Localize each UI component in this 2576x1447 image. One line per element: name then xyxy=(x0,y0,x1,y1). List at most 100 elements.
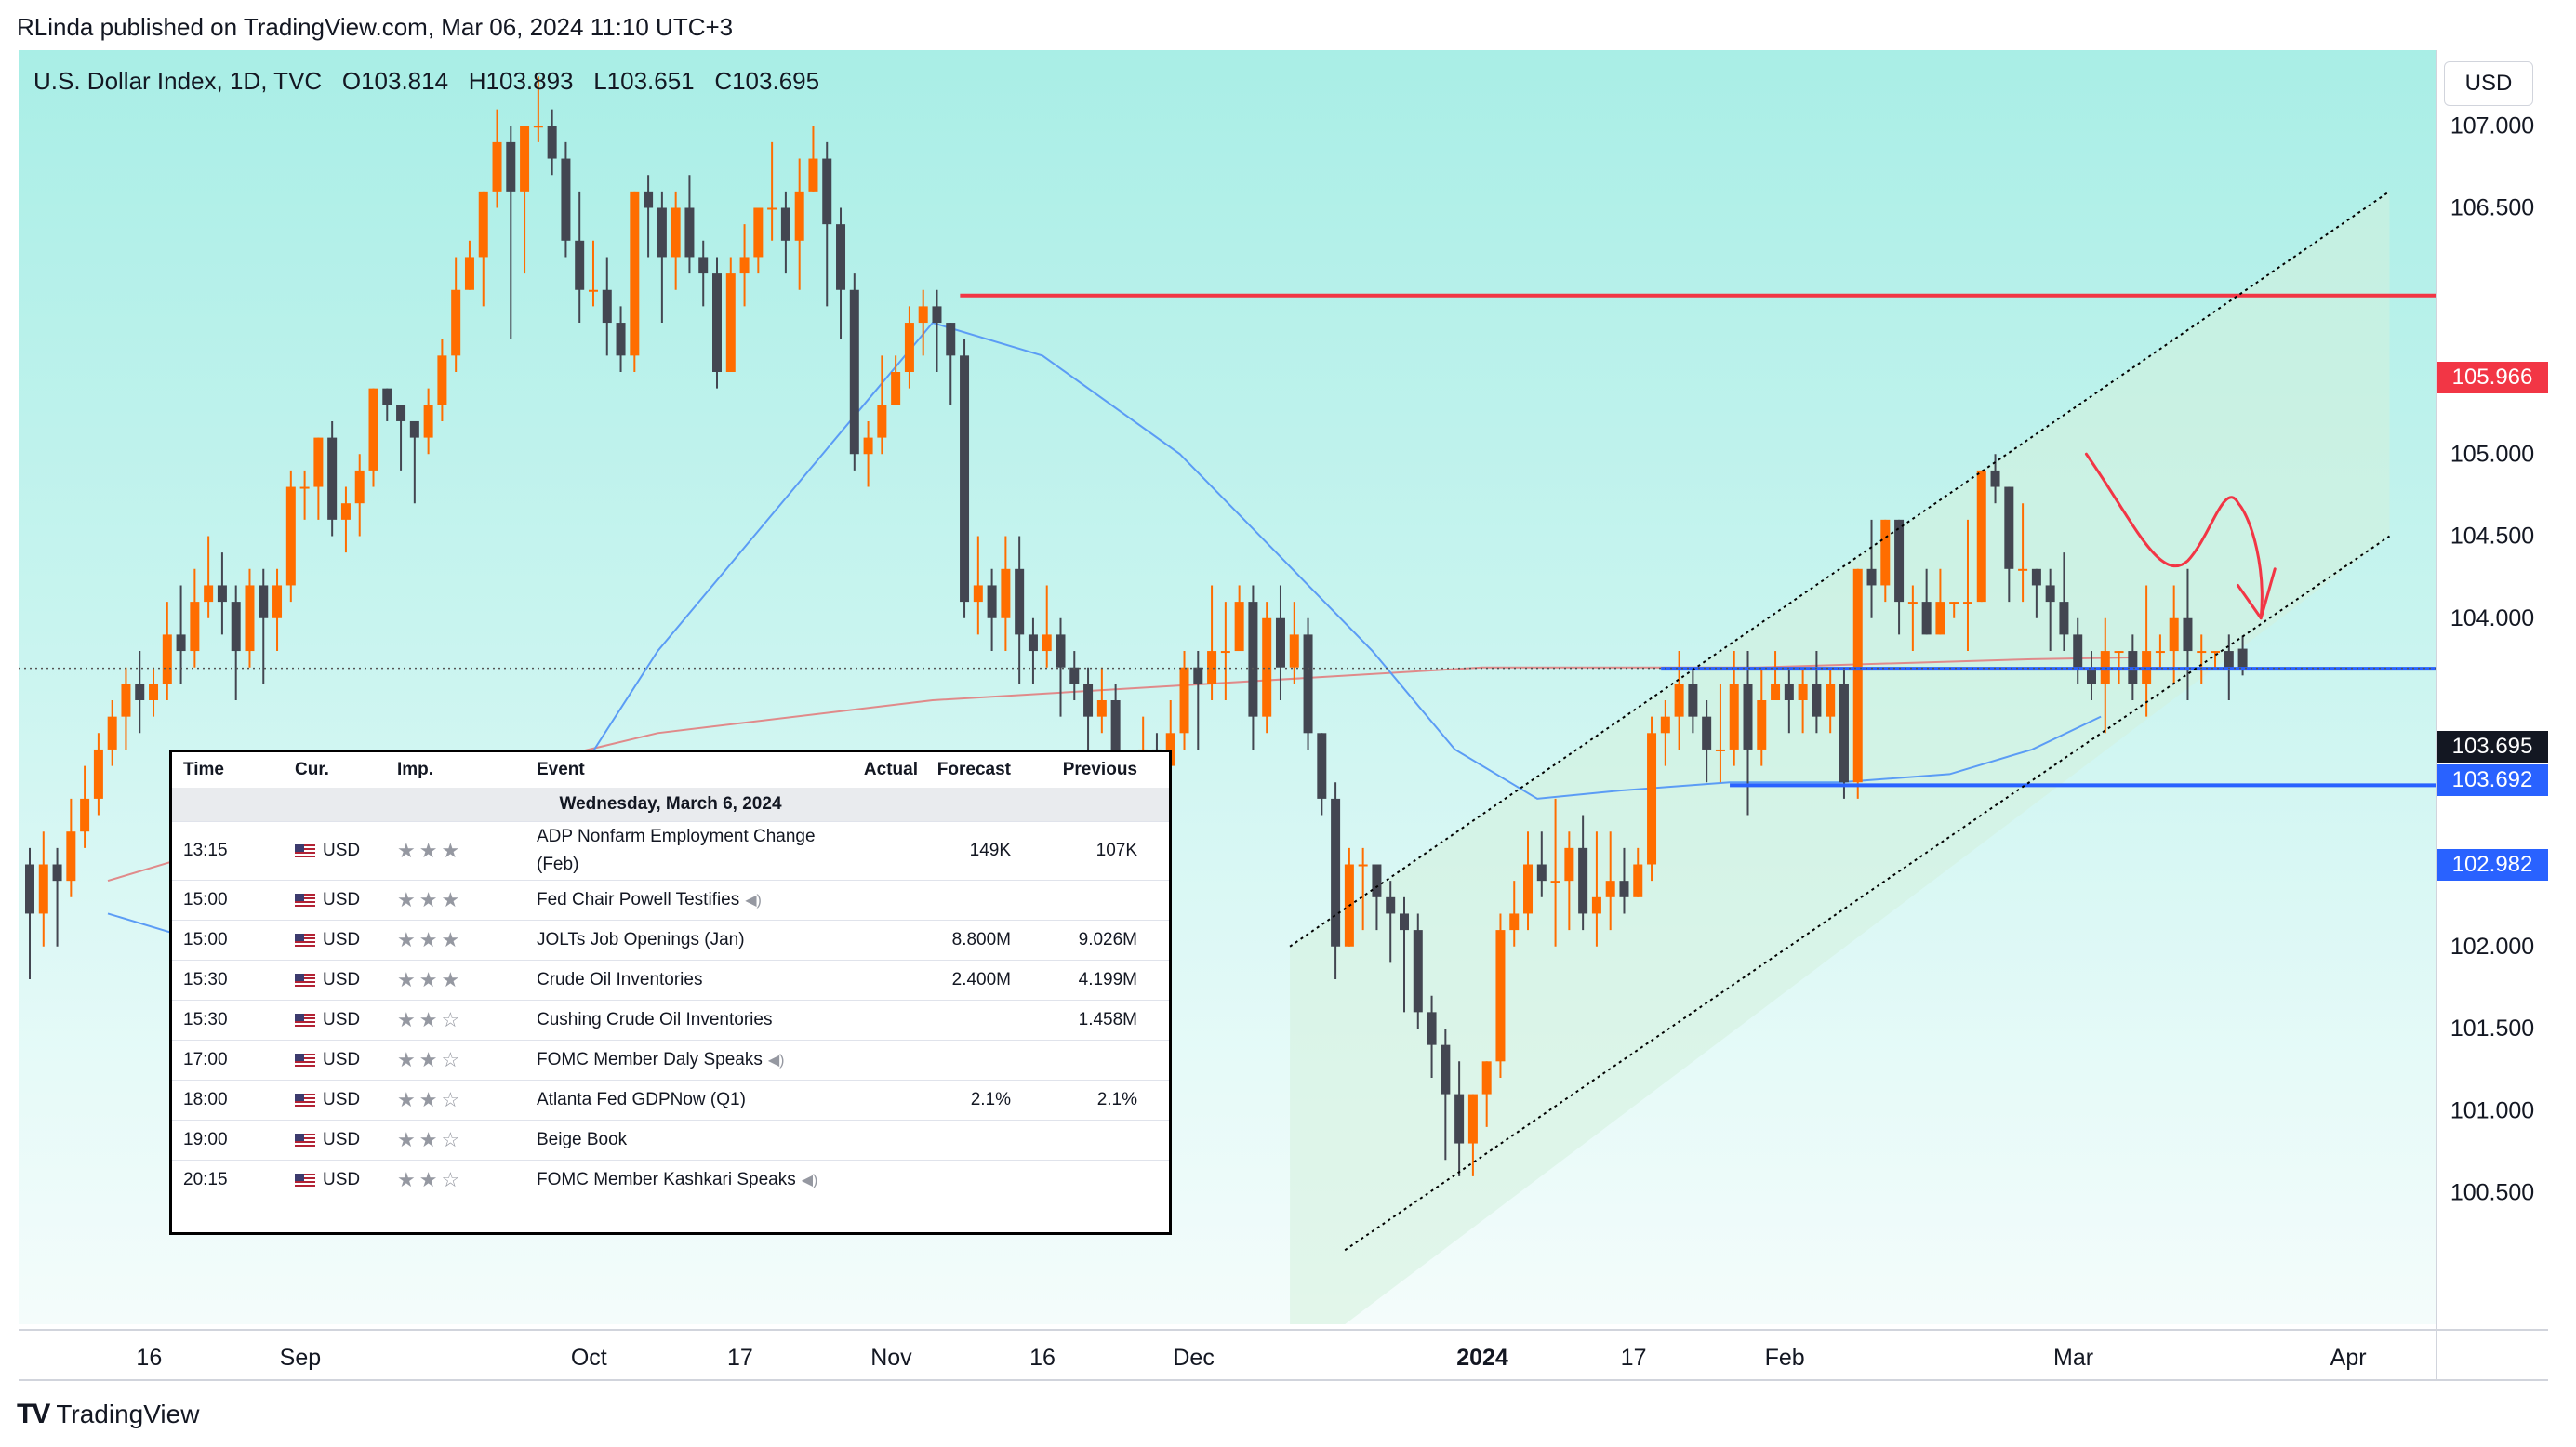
calendar-row: 15:30 USD ★★★ Crude Oil Inventories 2.400M 4.… xyxy=(172,960,1169,1000)
candle-body xyxy=(794,191,804,241)
candle-body xyxy=(1495,930,1506,1062)
candle-body xyxy=(1907,602,1918,604)
event-title: FOMC Member Daly Speaks xyxy=(537,1049,763,1069)
candle-body xyxy=(1935,602,1945,635)
event-previous: 4.199M xyxy=(1078,970,1137,989)
x-tick-label: Apr xyxy=(2330,1345,2367,1371)
candle-body xyxy=(1275,617,1285,668)
candle-body xyxy=(1647,733,1657,865)
event-title: ADP Nonfarm Employment Change (Feb) xyxy=(537,827,816,874)
importance-stars-icon: ★★☆ xyxy=(397,1048,464,1071)
x-tick-label: Feb xyxy=(1765,1345,1805,1371)
brand-name: TradingView xyxy=(56,1400,200,1428)
price-tag-last: 103.695 xyxy=(2437,731,2548,763)
calendar-date: Wednesday, March 6, 2024 xyxy=(172,788,1169,821)
channel-lower-line xyxy=(1344,535,2391,1252)
candle-body xyxy=(918,306,928,324)
candle-body xyxy=(231,602,241,652)
candle-body xyxy=(1715,749,1725,751)
event-title: FOMC Member Kashkari Speaks xyxy=(537,1169,796,1189)
candle-body xyxy=(1564,847,1574,882)
us-flag-icon xyxy=(295,974,315,987)
candle-body xyxy=(2169,617,2179,652)
event-time: 15:30 xyxy=(183,970,228,989)
currency-code: USD xyxy=(323,1170,361,1189)
candle-body xyxy=(1536,864,1547,882)
currency-code: USD xyxy=(323,930,361,949)
candle-body xyxy=(25,864,34,914)
calendar-rows: 13:15 USD ★★★ ADP Nonfarm Employment Change… xyxy=(172,821,1169,1200)
candle-body xyxy=(2155,651,2165,654)
candle-body xyxy=(149,684,159,700)
candle-body xyxy=(1317,733,1327,799)
candle-body xyxy=(1962,602,1972,604)
header-actual: Actual xyxy=(863,760,918,779)
candle-body xyxy=(1784,684,1794,700)
candle-body xyxy=(987,585,997,618)
candle-body xyxy=(437,355,447,405)
candle-body xyxy=(836,224,846,290)
us-flag-icon xyxy=(295,1174,315,1187)
y-tick-label: 101.500 xyxy=(2450,1016,2534,1042)
candle-body xyxy=(1880,519,1891,586)
candle-body xyxy=(1771,684,1781,700)
candle-body xyxy=(616,323,626,356)
candle-body xyxy=(2004,486,2014,569)
x-tick-label: Mar xyxy=(2053,1345,2093,1371)
event-previous: 2.1% xyxy=(1096,1090,1137,1109)
candle-body xyxy=(1852,568,1863,783)
currency-code: USD xyxy=(323,1050,361,1069)
currency-button[interactable]: USD xyxy=(2444,61,2533,106)
event-currency: USD xyxy=(285,841,397,861)
candle-body xyxy=(520,126,530,192)
importance-stars-icon: ★★★ xyxy=(397,888,464,911)
candle-body xyxy=(1042,634,1052,652)
candle-body xyxy=(1702,716,1712,750)
event-time: 15:30 xyxy=(183,1010,228,1029)
event-title: JOLTs Job Openings (Jan) xyxy=(537,930,745,949)
candle-body xyxy=(1303,634,1313,734)
currency-code: USD xyxy=(323,890,361,909)
tradingview-logo[interactable]: TV TradingView xyxy=(17,1399,199,1430)
y-tick-label: 102.000 xyxy=(2450,934,2534,960)
candle-body xyxy=(1220,651,1230,654)
y-tick-label: 104.500 xyxy=(2450,524,2534,550)
candle-body xyxy=(561,158,571,241)
candle-body xyxy=(2073,634,2083,668)
us-flag-icon xyxy=(295,894,315,907)
us-flag-icon xyxy=(295,844,315,857)
calendar-row: 17:00 USD ★★☆ FOMC Member Daly Speaks ◀) xyxy=(172,1040,1169,1080)
candle-body xyxy=(1812,684,1822,717)
calendar-row: 20:15 USD ★★☆ FOMC Member Kashkari Speaks ◀) xyxy=(172,1160,1169,1200)
publisher-header: RLinda published on TradingView.com, Mar… xyxy=(17,13,734,41)
header-time: Time xyxy=(183,760,225,779)
candle-body xyxy=(1619,881,1629,897)
candle-body xyxy=(121,684,131,717)
candle-body xyxy=(245,585,255,652)
us-flag-icon xyxy=(295,1094,315,1107)
calendar-row: 15:30 USD ★★☆ Cushing Crude Oil Inventories… xyxy=(172,1000,1169,1040)
candle-body xyxy=(272,585,283,618)
legend-low: L103.651 xyxy=(593,67,695,95)
symbol-legend: U.S. Dollar Index, 1D, TVC O103.814 H103… xyxy=(33,67,819,96)
candle-body xyxy=(1358,864,1368,867)
candle-body xyxy=(1866,568,1877,586)
event-title: Atlanta Fed GDPNow (Q1) xyxy=(537,1090,746,1109)
candle-body xyxy=(38,864,48,914)
us-flag-icon xyxy=(295,1014,315,1027)
candle-body xyxy=(2183,617,2193,652)
x-tick-label: Oct xyxy=(571,1345,607,1371)
x-tick-label: 17 xyxy=(727,1345,753,1371)
legend-symbol: U.S. Dollar Index, 1D, TVC xyxy=(33,67,323,95)
candle-body xyxy=(1467,1094,1478,1144)
importance-stars-icon: ★★★ xyxy=(397,928,464,951)
candle-body xyxy=(1688,684,1698,717)
speaker-icon: ◀) xyxy=(767,1052,785,1069)
event-forecast: 8.800M xyxy=(951,930,1011,949)
candle-body xyxy=(2211,651,2221,654)
candle-body xyxy=(190,602,200,652)
event-title: Cushing Crude Oil Inventories xyxy=(537,1010,773,1029)
economic-calendar: Time Cur. Imp. Event Actual Forecast Pre… xyxy=(169,750,1172,1235)
importance-stars-icon: ★★☆ xyxy=(397,1088,464,1111)
candle-body xyxy=(575,240,585,290)
